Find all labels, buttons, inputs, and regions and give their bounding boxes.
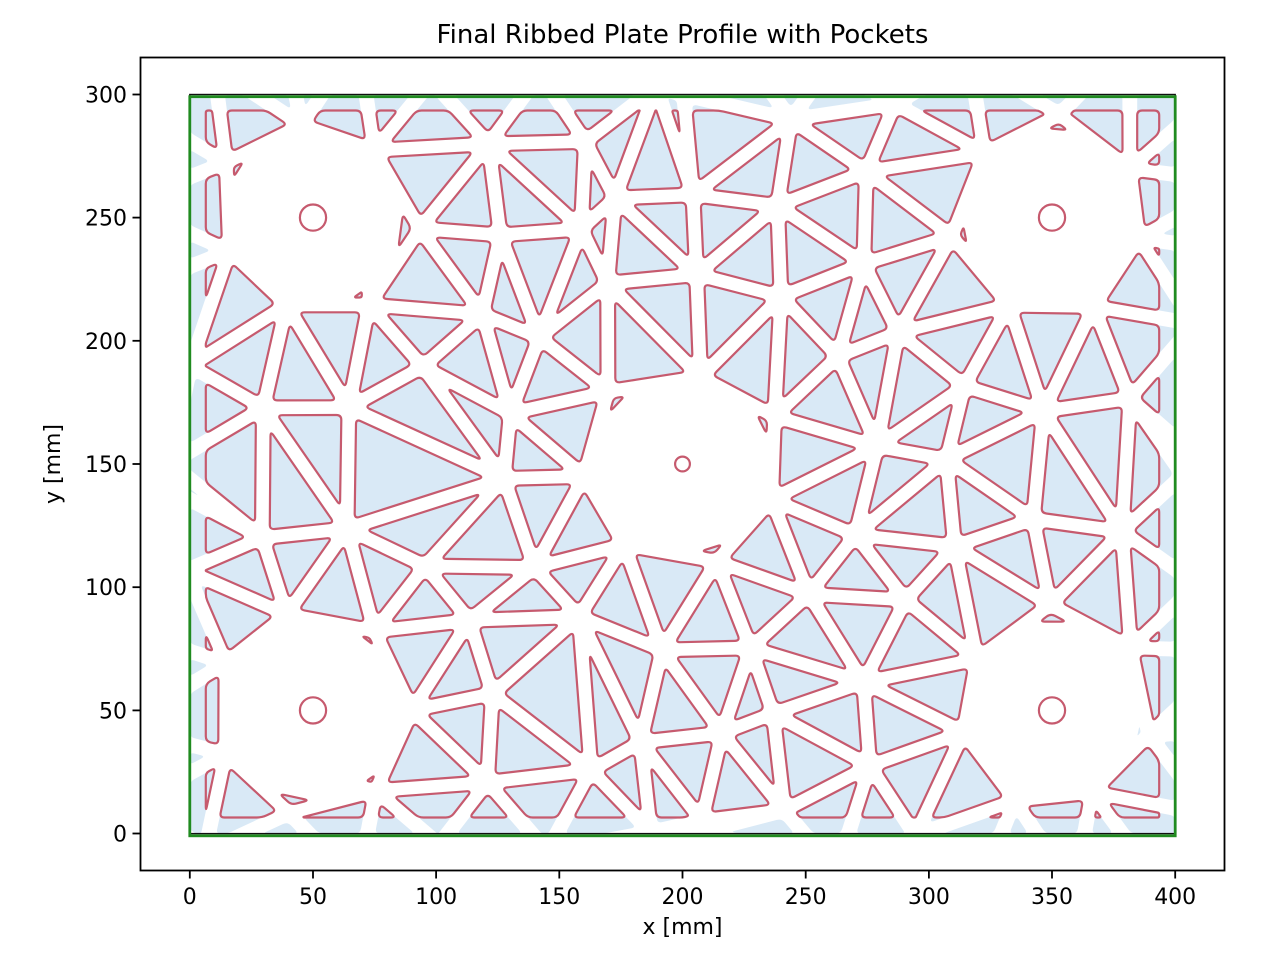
- pocket-outlines: [204, 109, 1161, 819]
- x-axis-ticks: [188, 870, 1177, 879]
- bolt-holes: [298, 203, 1067, 725]
- y-axis-ticks: [132, 93, 141, 835]
- y-tick-labels: 0 50 100 150 200 250 300: [85, 84, 127, 848]
- x-tick-label: 300: [908, 885, 950, 910]
- y-tick-label: 250: [85, 207, 127, 232]
- y-tick-label: 300: [85, 84, 127, 109]
- y-tick-label: 150: [85, 453, 127, 478]
- x-tick-label: 100: [415, 885, 457, 910]
- x-tick-label: 150: [538, 885, 580, 910]
- hole: [1037, 203, 1067, 232]
- plate-outline: [188, 95, 1177, 838]
- x-tick-label: 50: [299, 885, 327, 910]
- x-axis-label: x [mm]: [642, 915, 722, 940]
- chart-title: Final Ribbed Plate Profile with Pockets: [437, 20, 929, 50]
- y-tick-label: 200: [85, 330, 127, 355]
- hole: [1037, 696, 1067, 725]
- x-tick-label: 0: [183, 885, 197, 910]
- x-tick-label: 400: [1154, 885, 1196, 910]
- y-axis-label: y [mm]: [41, 424, 66, 504]
- plot-content: 0 50 100 150 200 250 300 350 400 0 50 100 150 200 250 3…: [85, 56, 1226, 910]
- y-tick-label: 0: [113, 823, 127, 848]
- x-tick-label: 350: [1031, 885, 1073, 910]
- hole: [298, 696, 328, 725]
- x-tick-label: 250: [785, 885, 827, 910]
- x-tick-labels: 0 50 100 150 200 250 300 350 400: [183, 885, 1196, 910]
- hole: [298, 203, 328, 232]
- x-tick-label: 200: [662, 885, 704, 910]
- hole: [673, 455, 691, 473]
- y-tick-label: 50: [99, 699, 127, 724]
- y-tick-label: 100: [85, 576, 127, 601]
